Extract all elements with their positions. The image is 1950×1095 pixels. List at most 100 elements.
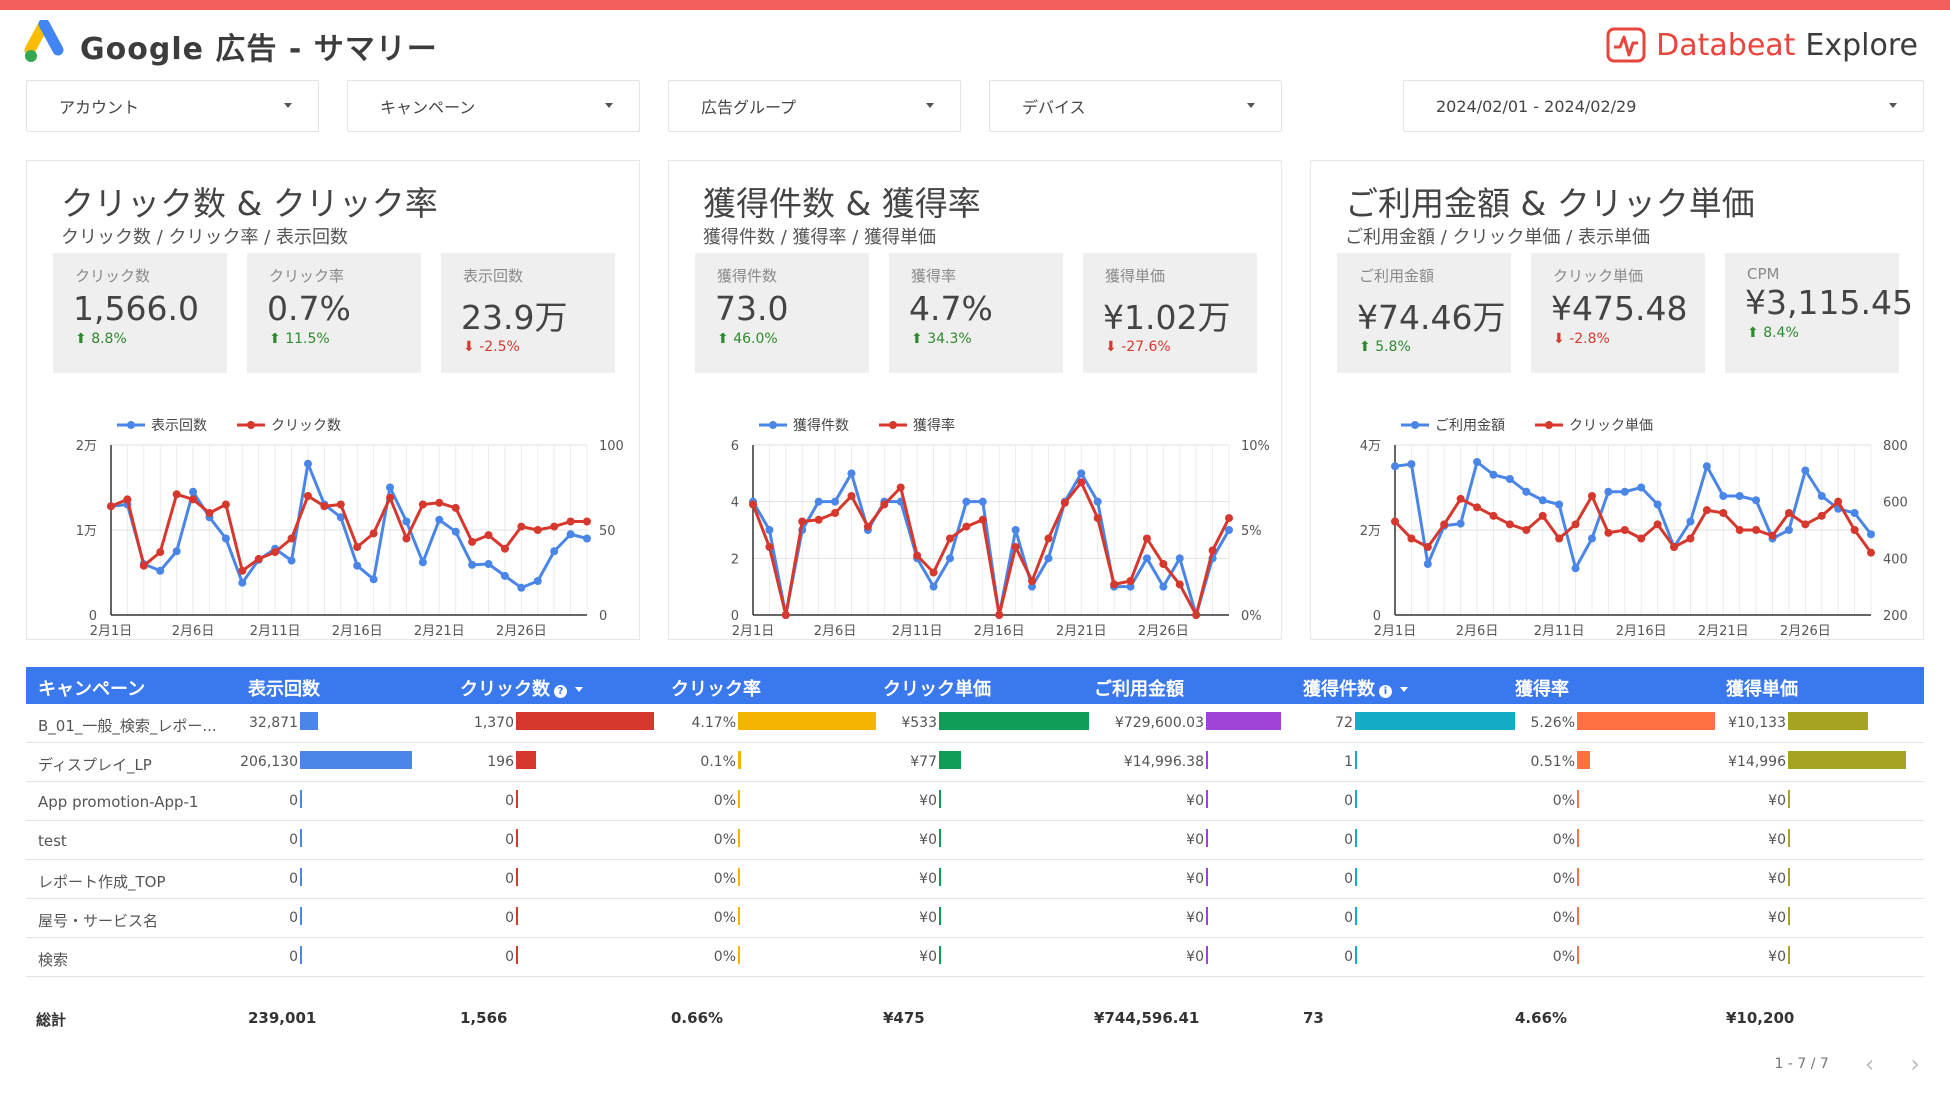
column-header-ctr[interactable]: クリック率: [671, 679, 761, 700]
cpa-value: ¥0: [1768, 871, 1786, 887]
data-point: [369, 529, 378, 538]
conversions-bar: [1355, 712, 1515, 730]
data-point: [107, 502, 115, 511]
cvr-bar: [1577, 868, 1579, 886]
total-impressions: 239,001: [248, 1009, 317, 1027]
data-point: [123, 495, 132, 504]
campaign-filter[interactable]: キャンペーン: [347, 80, 640, 132]
column-header-cvr[interactable]: 獲得率: [1515, 679, 1569, 700]
cpc-bar: [939, 907, 941, 925]
kpi-label: クリック数: [75, 267, 151, 285]
column-header-campaign[interactable]: キャンペーン: [38, 679, 146, 700]
column-header-clicks[interactable]: クリック数?: [460, 675, 583, 701]
kpi-value: 1,566.0: [73, 289, 199, 328]
data-point: [1735, 492, 1744, 500]
cvr-bar: [1577, 712, 1715, 730]
account-filter-label: アカウント: [59, 98, 140, 117]
table-row[interactable]: 検索 0 0 0% ¥0 ¥0 0 0% ¥0: [26, 938, 1924, 977]
x-tick-label: 2月1日: [732, 624, 775, 639]
device-filter-label: デバイス: [1022, 98, 1086, 117]
table-row[interactable]: レポート作成_TOP 0 0 0% ¥0 ¥0 0 0% ¥0: [26, 860, 1924, 899]
data-point: [1801, 520, 1810, 529]
legend-marker: [889, 421, 897, 429]
table-row[interactable]: App promotion-App-1 0 0 0% ¥0 ¥0 0 0% ¥0: [26, 782, 1924, 821]
data-point: [1044, 554, 1053, 563]
table-row[interactable]: 屋号・サービス名 0 0 0% ¥0 ¥0 0 0% ¥0: [26, 899, 1924, 938]
data-point: [1391, 462, 1399, 471]
data-point: [978, 497, 987, 506]
kpi-delta: ⬆ 11.5%: [269, 331, 330, 347]
data-point: [1011, 526, 1020, 534]
cpc-bar: [939, 751, 961, 769]
cpc-bar: [939, 868, 941, 886]
campaign-name: 屋号・サービス名: [38, 912, 159, 930]
campaign-name: 検索: [38, 951, 69, 969]
arrow-down-icon: ⬇: [1105, 339, 1122, 355]
chevron-down-icon: [1247, 103, 1255, 108]
y-tick-label: 1万: [76, 524, 97, 539]
column-header-impressions[interactable]: 表示回数: [248, 679, 320, 700]
column-header-cpc[interactable]: クリック単価: [883, 679, 991, 700]
date-range-label: 2024/02/01 - 2024/02/29: [1436, 96, 1637, 116]
chevron-right-icon[interactable]: ›: [1910, 1050, 1920, 1078]
column-header-conversions[interactable]: 獲得件数 i: [1303, 675, 1408, 701]
data-point: [435, 498, 444, 507]
data-point: [847, 469, 856, 478]
kpi-card: クリック率 0.7% ⬆ 11.5%: [247, 253, 421, 373]
account-filter[interactable]: アカウント: [26, 80, 319, 132]
column-header-cpa[interactable]: 獲得単価: [1726, 679, 1798, 700]
cost-value: ¥0: [1186, 949, 1204, 965]
column-header-cost[interactable]: ご利用金額: [1094, 679, 1184, 700]
cvr-value: 0%: [1552, 949, 1575, 965]
data-point: [500, 571, 509, 580]
series-line-left: [751, 471, 1231, 617]
cpa-bar: [1788, 790, 1790, 808]
kpi-card: クリック単価 ¥475.48 ⬇ -2.8%: [1531, 253, 1705, 373]
sort-desc-icon[interactable]: [575, 687, 583, 692]
y-tick-label: 4: [731, 496, 739, 511]
info-icon[interactable]: ?: [554, 685, 567, 698]
data-point: [1571, 520, 1580, 529]
cpa-bar: [1788, 712, 1868, 730]
date-range-filter[interactable]: 2024/02/01 - 2024/02/29: [1403, 80, 1924, 132]
table-row[interactable]: ディスプレイ_LP 206,130 196 0.1% ¥77 ¥14,996.38 1 0.5…: [26, 743, 1924, 782]
conversions-value: 0: [1344, 871, 1353, 887]
cpc-value: ¥0: [919, 793, 937, 809]
data-point: [1142, 534, 1151, 543]
data-point: [566, 530, 575, 539]
cpa-value: ¥0: [1768, 949, 1786, 965]
google-ads-logo-icon: [24, 20, 64, 62]
device-filter[interactable]: デバイス: [989, 80, 1282, 132]
data-point: [945, 554, 954, 563]
cvr-bar: [1577, 790, 1579, 808]
data-point: [1225, 526, 1233, 534]
ctr-value: 0%: [713, 793, 736, 809]
cvr-value: 0%: [1552, 910, 1575, 926]
legend-label: 獲得率: [913, 417, 955, 434]
ad-group-filter[interactable]: 広告グループ: [668, 80, 961, 132]
campaign-name: ディスプレイ_LP: [38, 756, 152, 774]
table-row[interactable]: B_01_一般_検索_レポー... 32,871 1,370 4.17% ¥533 ¥72…: [26, 704, 1924, 743]
data-point: [1752, 496, 1761, 505]
data-point: [1555, 500, 1564, 509]
info-icon[interactable]: i: [1379, 685, 1392, 698]
data-point: [1208, 546, 1217, 555]
data-point: [913, 551, 922, 560]
cvr-bar: [1577, 907, 1579, 925]
chevron-left-icon[interactable]: ‹: [1864, 1050, 1875, 1078]
data-point: [451, 503, 460, 512]
impressions-value: 0: [289, 949, 298, 965]
cost-bar: [1206, 751, 1208, 769]
data-point: [1175, 580, 1184, 589]
sort-icon[interactable]: [1400, 687, 1408, 692]
data-point: [1028, 577, 1037, 585]
data-point: [238, 566, 247, 575]
x-tick-label: 2月11日: [892, 624, 943, 639]
cvr-value: 0%: [1552, 793, 1575, 809]
y2-tick-label: 50: [599, 524, 616, 539]
table-row[interactable]: test 0 0 0% ¥0 ¥0 0 0% ¥0: [26, 821, 1924, 860]
data-point: [1653, 520, 1662, 529]
data-point: [831, 497, 840, 506]
cvr-value: 0.51%: [1530, 754, 1575, 770]
cpc-bar: [939, 790, 941, 808]
